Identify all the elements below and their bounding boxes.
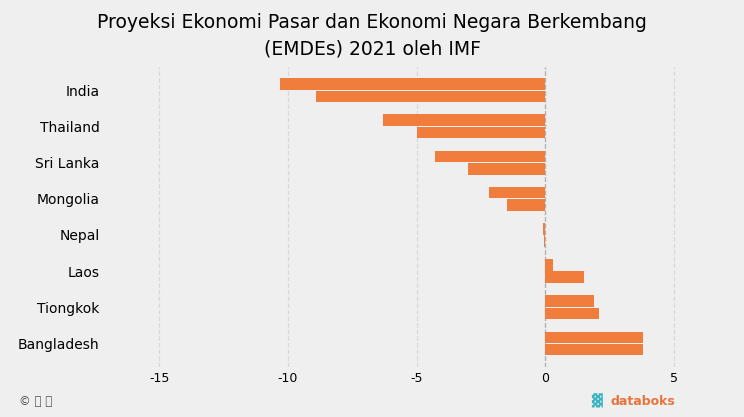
Bar [507,199,545,211]
Bar [545,344,643,355]
Bar [545,308,600,319]
Bar [383,115,545,126]
Bar [542,223,545,235]
Text: © Ⓐ Ⓞ: © Ⓐ Ⓞ [19,395,52,408]
Bar [545,271,584,283]
Bar [545,295,594,307]
Bar [489,187,545,198]
Bar [544,235,545,247]
Text: databoks: databoks [610,395,675,408]
Bar [545,332,643,343]
Bar [434,151,545,162]
Bar [316,90,545,102]
Bar [468,163,545,175]
Bar [417,127,545,138]
Text: Proyeksi Ekonomi Pasar dan Ekonomi Negara Berkembang
(EMDEs) 2021 oleh IMF: Proyeksi Ekonomi Pasar dan Ekonomi Negar… [97,13,647,58]
Bar [545,259,553,271]
Bar [280,78,545,90]
Text: ▓: ▓ [591,394,602,408]
